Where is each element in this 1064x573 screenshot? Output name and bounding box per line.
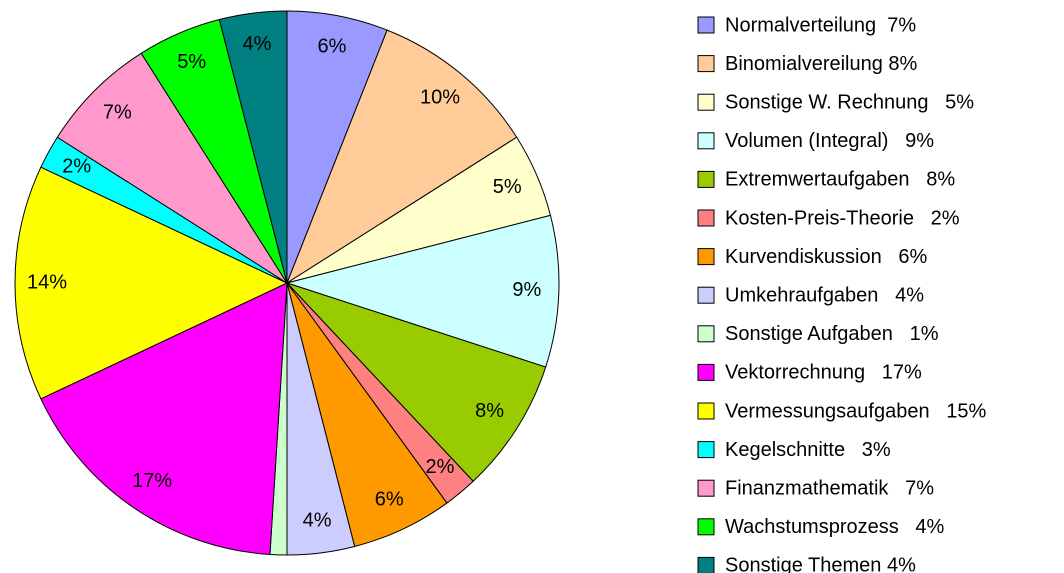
slice-label: 5% [177, 51, 206, 73]
slice-label: 5% [493, 176, 522, 198]
legend-swatch [697, 363, 715, 381]
legend-label: Binomialvereilung 8% [725, 53, 918, 75]
legend-label: Kurvendiskussion 6% [725, 246, 928, 268]
pie-slice [14, 166, 289, 400]
slice-label: 4% [303, 509, 332, 531]
pie-slice [285, 214, 560, 368]
legend-label: Kosten-Preis-Theorie 2% [725, 207, 960, 229]
slice-label: 2% [426, 456, 455, 478]
slice-label: 8% [475, 400, 504, 422]
slice-label: 7% [103, 102, 132, 124]
legend-label: Wachstumsprozess 4% [725, 516, 945, 538]
legend-label: Sonstige Themen 4% [725, 555, 916, 573]
legend-label: Extremwertaufgaben 8% [725, 169, 955, 191]
pie-slice [40, 282, 288, 555]
legend-label: Vermessungsaufgaben 15% [725, 400, 987, 422]
legend-swatch [697, 479, 715, 497]
pie-slice [218, 10, 288, 284]
slice-label: 6% [375, 488, 404, 510]
pie-slice [285, 29, 518, 285]
slice-label: 4% [242, 33, 271, 55]
legend-swatch [697, 325, 715, 343]
legend-label: Normalverteilung 7% [725, 14, 916, 36]
legend-swatch [697, 93, 715, 111]
legend-swatch [697, 209, 715, 227]
legend-label: Sonstige W. Rechnung 5% [725, 91, 974, 113]
slice-label: 17% [132, 470, 172, 492]
legend-swatch [697, 170, 715, 188]
legend-swatch [697, 286, 715, 304]
pie-slice [286, 282, 547, 482]
pie-slice [56, 52, 288, 284]
legend-label: Sonstige Aufgaben 1% [725, 323, 939, 345]
slice-label: 10% [420, 86, 460, 108]
legend-swatch [697, 16, 715, 34]
legend-swatch [697, 402, 715, 420]
legend-label: Kegelschnitte 3% [725, 439, 891, 461]
slice-label: 2% [62, 156, 91, 178]
legend-swatch [697, 441, 715, 459]
legend-label: Volumen (Integral) 9% [725, 130, 934, 152]
legend-swatch [697, 518, 715, 536]
slice-label: 14% [27, 271, 67, 293]
legend-label: Vektorrechnung 17% [725, 362, 922, 384]
slice-label: 6% [318, 36, 347, 58]
slice-label: 9% [512, 279, 541, 301]
legend-label: Finanzmathematik 7% [725, 477, 934, 499]
legend-swatch [697, 132, 715, 150]
legend-swatch [697, 248, 715, 266]
legend-label: Umkehraufgaben 4% [725, 284, 924, 306]
legend-swatch [697, 55, 715, 73]
legend-swatch [697, 556, 715, 573]
